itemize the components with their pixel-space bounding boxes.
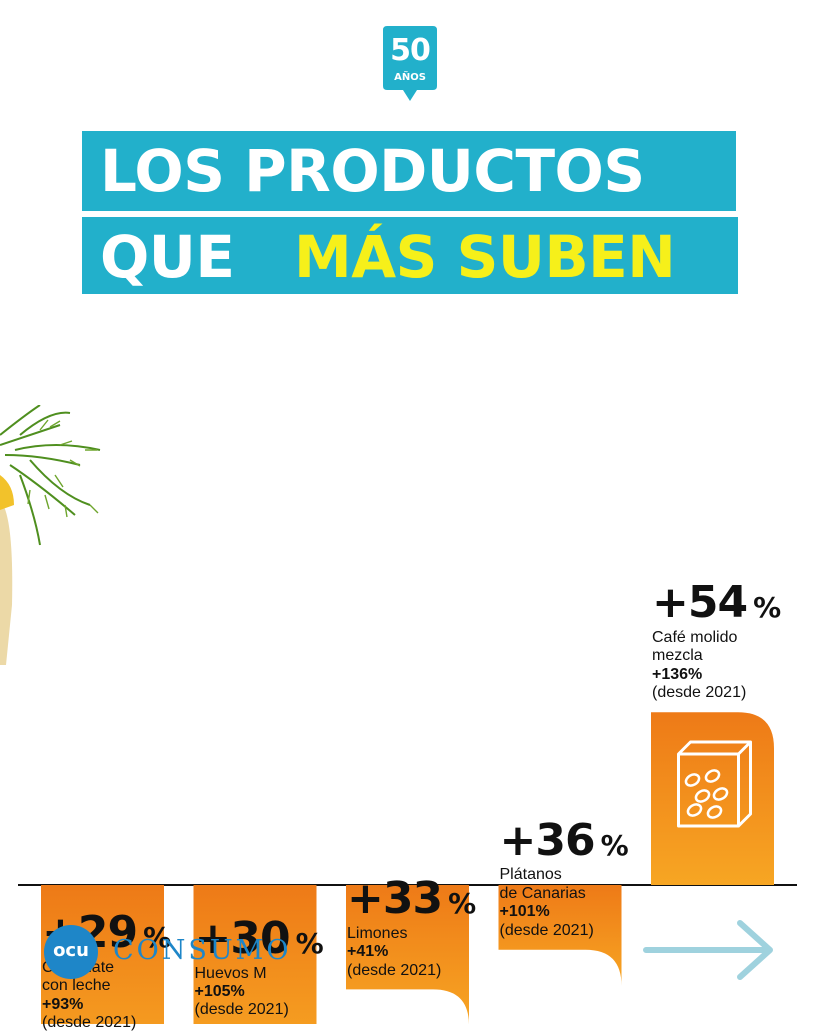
since-2021-value: +41% [347,943,389,961]
brand-name: CONSUMO [113,935,292,966]
category-label: Limones [347,924,408,942]
bar-label-2: +33% Limones +41% (desde 2021) [347,873,476,980]
value-unit: % [295,927,324,960]
since-2021-note: (desde 2021) [194,1001,289,1019]
egg-carton-icon [209,755,301,804]
category-label: con leche [42,977,111,995]
bar-0 [41,885,164,1024]
badge-number: 50 [390,33,431,68]
ocu-logo [44,925,98,979]
value-number: +54 [652,577,748,629]
title-text-2b: MÁS SUBEN [294,223,676,291]
bar-2 [346,885,469,1024]
chocolate-bar-icon [61,741,144,819]
title-text-1: LOS PRODUCTOS [100,137,645,205]
value-unit: % [600,828,629,862]
ocu-logo-text: ocu [53,940,89,961]
bar-4 [651,712,774,885]
value-number: +33 [347,873,443,925]
bar-3 [498,885,622,986]
since-2021-note: (desde 2021) [42,1013,137,1031]
value-label: +30% [194,913,324,965]
herb-decoration [0,405,101,665]
banana-icon [508,740,599,806]
value-label: +54% [652,577,781,629]
value-number: +30 [194,913,291,964]
value-label: +36% [499,814,629,867]
bar-label-1: +30% Huevos M +105% (desde 2021) [194,913,324,1020]
anniversary-badge: 50 AÑOS [383,26,437,102]
value-number: +36 [499,814,596,866]
coffee-box-icon [677,740,752,828]
since-2021-value: +105% [194,982,245,1000]
value-unit: % [753,591,781,625]
bar-label-3: +36% Plátanos de Canarias +101% (desde 2021) [499,814,629,940]
lemon-icon [375,736,445,814]
since-2021-value: +93% [42,995,84,1013]
since-2021-note: (desde 2021) [347,961,442,979]
since-2021-note: (desde 2021) [499,921,594,939]
title-line-2: QUE MÁS SUBEN [82,217,738,294]
title-line-1: LOS PRODUCTOS [82,131,736,211]
bar-label-4: +54% Café molido mezcla +136% (desde 2021) [652,577,781,702]
next-arrow-icon[interactable] [640,915,780,985]
category-label: Café molido [652,628,738,646]
since-2021-value: +101% [499,903,550,921]
badge-label: AÑOS [394,72,426,83]
since-2021-note: (desde 2021) [652,683,747,701]
category-label: mezcla [652,647,703,665]
since-2021-value: +136% [652,665,703,683]
bar-1 [193,885,317,1024]
category-label: Huevos M [194,964,267,982]
title-text-2a: QUE [100,223,235,291]
category-label: Plátanos [499,866,562,884]
category-label: de Canarias [499,884,586,902]
value-unit: % [143,921,171,955]
value-label: +33% [347,873,476,925]
value-unit: % [448,887,476,921]
